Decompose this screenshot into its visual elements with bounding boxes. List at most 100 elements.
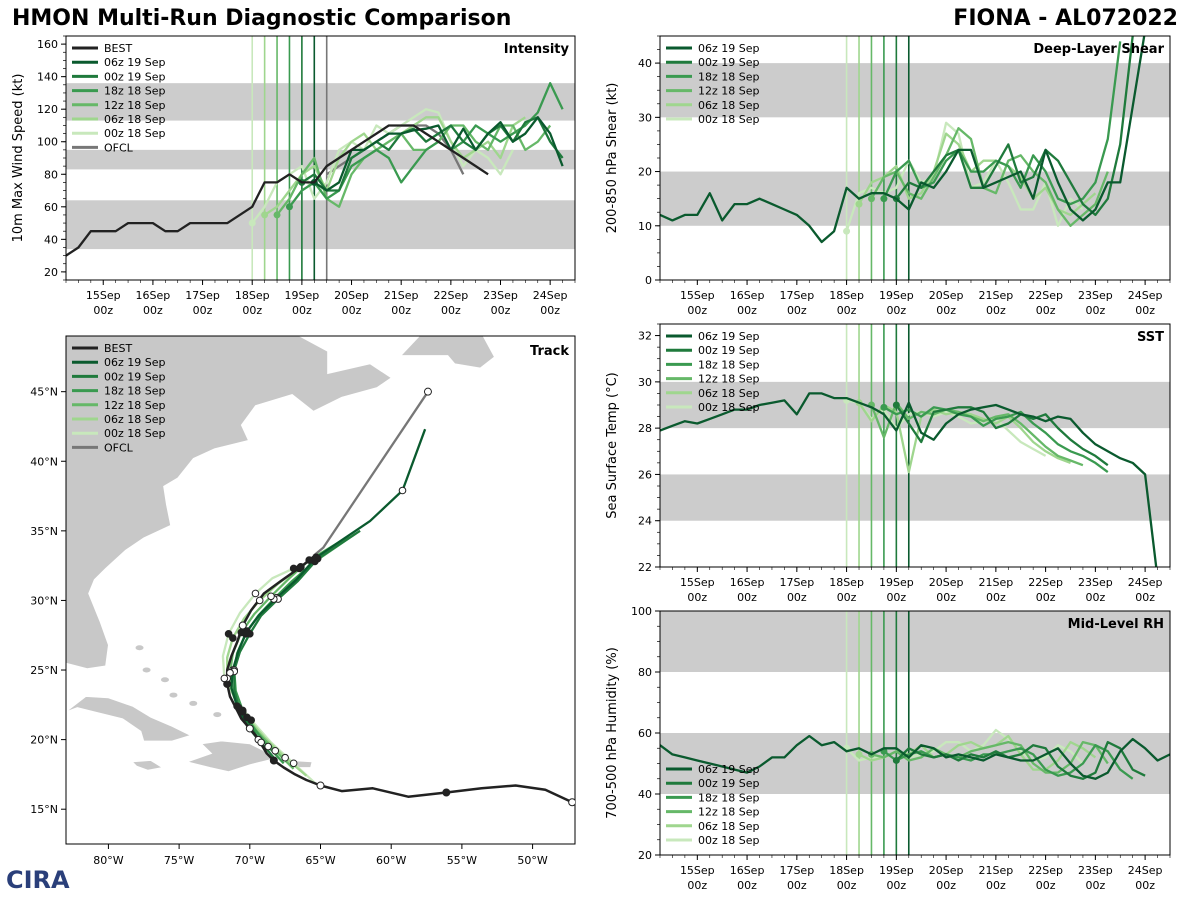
sst-ytick-label: 22	[638, 561, 652, 574]
intensity-ylabel: 10m Max Wind Speed (kt)	[11, 74, 26, 243]
intensity-ytick-label: 60	[44, 201, 58, 214]
shear-xtick-label: 18Sep 00z	[829, 289, 864, 317]
intensity-xtick-label: 18Sep 00z	[235, 289, 270, 317]
intensity-title: Intensity	[504, 42, 570, 57]
track-lon-label: 75°W	[164, 854, 194, 867]
sst-series-06z-19-sep	[660, 392, 1158, 567]
shear-legend-label: 00z 19 Sep	[698, 56, 760, 69]
shear-legend-label: 12z 18 Sep	[698, 85, 760, 98]
track-run-marker	[237, 628, 246, 637]
sst-series-00z-19-sep	[895, 404, 1109, 467]
bahamas-island	[189, 700, 198, 706]
sst-panel: 22 24 26 28 30 32 15Sep 00z 16Sep 00z 17Sep 00z 18Se…	[605, 323, 1171, 604]
bahamas-island	[142, 667, 151, 673]
sst-ytick-label: 28	[638, 422, 652, 435]
rh-ytick-label: 40	[638, 788, 652, 801]
rh-legend-label: 06z 19 Sep	[698, 763, 760, 776]
intensity-xtick-label: 16Sep 00z	[136, 289, 171, 317]
shear-xtick-label: 23Sep 00z	[1078, 289, 1113, 317]
shear-legend-label: 00z 18 Sep	[698, 113, 760, 126]
track-run-marker	[238, 707, 247, 716]
rh-title: Mid-Level RH	[1068, 617, 1164, 632]
shear-xtick-label: 24Sep 00z	[1128, 289, 1163, 317]
intensity-legend-label: 18z 18 Sep	[104, 85, 166, 98]
rh-legend-label: 18z 18 Sep	[698, 791, 760, 804]
track-best-marker	[245, 724, 254, 733]
track-run-marker	[398, 486, 407, 495]
rh-ytick-label: 100	[631, 605, 652, 618]
intensity-xtick-label: 24Sep 00z	[533, 289, 568, 317]
rh-xtick-label: 21Sep 00z	[978, 864, 1013, 892]
track-run-marker	[255, 596, 264, 605]
shear-ylabel: 200-850 hPa Shear (kt)	[605, 83, 620, 234]
track-legend-label: 18z 18 Sep	[104, 385, 166, 398]
sst-series-18z-18-sep	[883, 406, 1109, 474]
track-run-marker	[224, 630, 233, 638]
shear-init-marker-06z-18-sep	[855, 200, 863, 208]
intensity-panel: 20 40 60 80 100 120 140 160 15Sep 00z 16Sep 00z 17Se…	[11, 35, 576, 317]
shear-init-marker-18z-18-sep	[880, 195, 888, 203]
storm-title: FIONA - AL072022	[953, 6, 1178, 31]
intensity-init-marker-00z-18-sep	[248, 219, 256, 227]
rh-legend-label: 00z 19 Sep	[698, 777, 760, 790]
sst-ytick-label: 32	[638, 330, 652, 343]
intensity-init-marker-18z-18-sep	[285, 203, 293, 211]
track-panel: 80°W 75°W 70°W 65°W 60°W 55°W 50°W 15°N 20°N 25°N…	[30, 335, 576, 867]
sst-xtick-label: 17Sep 00z	[779, 576, 814, 604]
track-run-marker	[247, 716, 256, 724]
track-lon-label: 65°W	[305, 854, 335, 867]
sst-legend-label: 18z 18 Sep	[698, 358, 760, 371]
intensity-xtick-label: 20Sep 00z	[334, 289, 369, 317]
sst-legend-label: 12z 18 Sep	[698, 373, 760, 386]
shear-xtick-label: 21Sep 00z	[978, 289, 1013, 317]
rh-xtick-label: 23Sep 00z	[1078, 864, 1113, 892]
track-lat-label: 35°N	[30, 525, 58, 538]
shear-legend-label: 06z 18 Sep	[698, 99, 760, 112]
rh-ytick-label: 60	[638, 727, 652, 740]
track-legend-label: BEST	[104, 342, 132, 355]
rh-ytick-label: 20	[638, 849, 652, 862]
rh-series-00z-19-sep	[895, 740, 1146, 780]
intensity-ytick-label: 120	[37, 103, 58, 116]
bahamas-island	[135, 645, 144, 651]
intensity-init-marker-06z-18-sep	[261, 211, 269, 219]
rh-legend-label: 00z 18 Sep	[698, 834, 760, 847]
north-america-land	[66, 336, 392, 670]
shear-ytick-label: 40	[638, 57, 652, 70]
sst-ytick-label: 24	[638, 515, 652, 528]
sst-legend-label: 00z 18 Sep	[698, 401, 760, 414]
rh-ytick-label: 80	[638, 666, 652, 679]
track-legend-label: 00z 19 Sep	[104, 370, 166, 383]
rh-xtick-label: 16Sep 00z	[730, 864, 765, 892]
intensity-xtick-label: 17Sep 00z	[185, 289, 220, 317]
intensity-xtick-label: 23Sep 00z	[483, 289, 518, 317]
main-title: HMON Multi-Run Diagnostic Comparison	[12, 6, 512, 31]
rh-panel: 20 40 60 80 100 15Sep 00z 16Sep 00z 17Sep 00z 18Sep…	[605, 605, 1171, 892]
rh-xtick-label: 24Sep 00z	[1128, 864, 1163, 892]
track-series-ofcl	[312, 391, 429, 557]
track-lat-label: 15°N	[30, 803, 58, 816]
track-run-marker	[289, 564, 298, 573]
intensity-xtick-label: 22Sep 00z	[433, 289, 468, 317]
intensity-band-1	[66, 149, 575, 170]
shear-xtick-label: 20Sep 00z	[929, 289, 964, 317]
rh-xtick-label: 22Sep 00z	[1028, 864, 1063, 892]
track-run-marker	[271, 746, 280, 755]
bahamas-island	[213, 712, 222, 718]
intensity-series-06z-19-sep	[313, 116, 564, 192]
intensity-legend-label: 12z 18 Sep	[104, 99, 166, 112]
sst-title: SST	[1137, 330, 1164, 345]
intensity-ytick-label: 140	[37, 71, 58, 84]
shear-ytick-label: 30	[638, 111, 652, 124]
sst-xtick-label: 21Sep 00z	[978, 576, 1013, 604]
sst-init-marker-00z-19-sep	[892, 401, 900, 409]
rh-band-1	[660, 611, 1170, 672]
track-ofcl-marker	[423, 387, 432, 396]
track-lat-label: 25°N	[30, 664, 58, 677]
rh-series-18z-18-sep	[883, 744, 1134, 780]
sst-xtick-label: 16Sep 00z	[730, 576, 765, 604]
track-series-06z-19-sep	[230, 428, 427, 755]
sst-series-12z-18-sep	[870, 401, 1084, 467]
sst-band-0	[660, 474, 1170, 521]
